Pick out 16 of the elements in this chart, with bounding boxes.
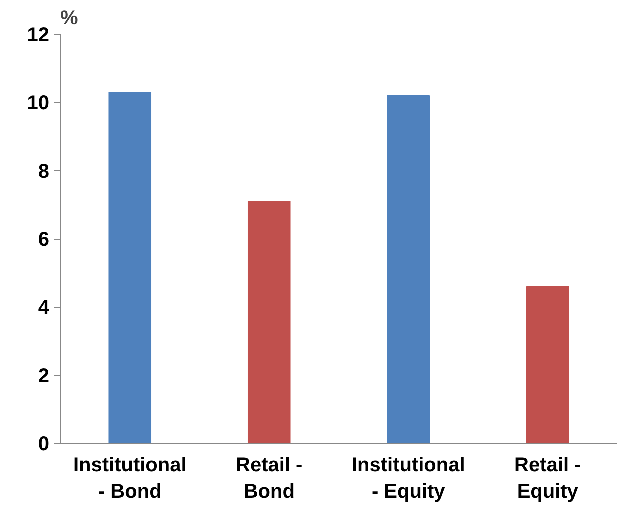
x-tick-label: Retail - Bond: [236, 454, 303, 503]
bar: [248, 201, 291, 444]
bar: [387, 95, 430, 444]
y-tick-label: 12: [27, 24, 50, 46]
x-tick-label: Institutional - Bond: [73, 454, 187, 503]
bar: [526, 286, 570, 444]
x-tick-label: Retail - Equity: [514, 454, 582, 503]
y-tick-label: 6: [38, 229, 50, 251]
y-tick-label: 4: [38, 297, 50, 320]
y-tick-label: 0: [38, 434, 50, 456]
y-tick-label: 8: [38, 160, 50, 183]
x-tick-label: Institutional - Equity: [352, 454, 466, 503]
y-tick-label: 10: [27, 92, 50, 115]
y-tick-label: 2: [38, 365, 50, 388]
bar: [108, 92, 152, 444]
y-axis-title: %: [60, 8, 78, 30]
